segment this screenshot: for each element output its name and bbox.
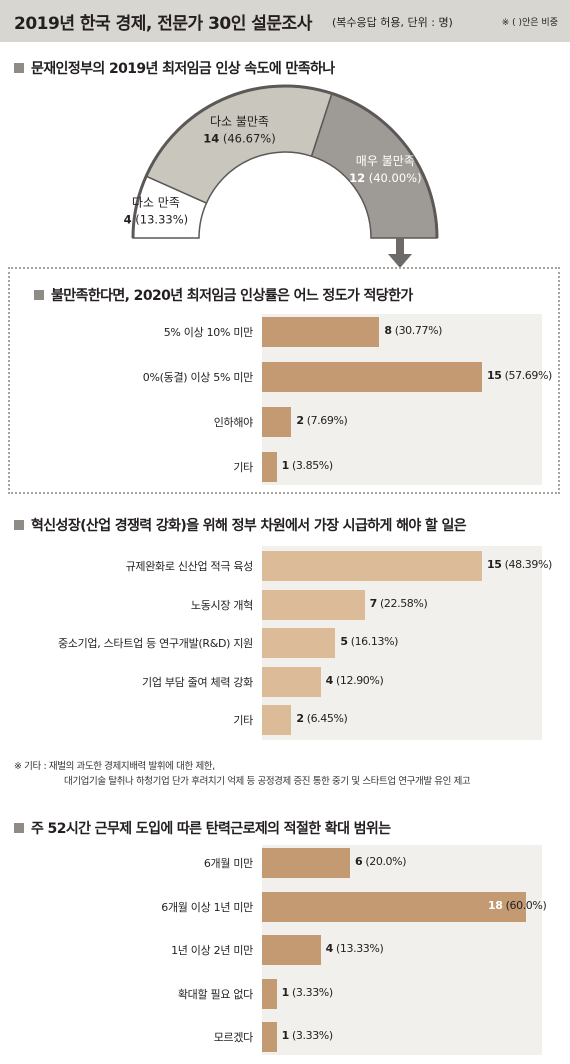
donut-outer-rim (131, 84, 439, 239)
category-label: 노동시장 개혁 (190, 598, 253, 612)
donut-category-label: 매우 불만족 (356, 154, 415, 168)
bar-value-label: 7 (22.58%) (369, 596, 428, 610)
bar (262, 551, 482, 581)
category-label: 기타 (233, 714, 253, 727)
bar (262, 1022, 277, 1052)
bar (262, 705, 292, 735)
bar (262, 317, 380, 347)
section-title-3: 혁신성장(산업 경쟁력 강화)을 위해 정부 차원에서 가장 시급하게 해야 할… (14, 515, 467, 535)
bar-value-label: 2 (6.45%) (296, 712, 348, 725)
bar (262, 362, 482, 392)
dotted-box (8, 267, 560, 494)
square-bullet-icon (34, 290, 44, 300)
bar-value-label: 2 (7.69%) (296, 414, 348, 427)
square-bullet-icon (14, 823, 24, 833)
half-donut-chart: 다소 만족 4 (13.33%) 다소 불만족 14 (46.67%) 매우 불만족 12… (124, 84, 439, 268)
bar (262, 452, 277, 482)
bar (262, 848, 350, 878)
category-label: 1년 이상 2년 미만 (171, 944, 253, 957)
category-label: 5% 이상 10% 미만 (163, 326, 254, 339)
section-title-1-text: 문재인정부의 2019년 최저임금 인상 속도에 만족하나 (31, 61, 335, 77)
bar-value-label: 1 (3.85%) (281, 459, 333, 472)
share-note: ※ ( )안은 비중 (501, 18, 558, 28)
section-title-3-text: 혁신성장(산업 경쟁력 강화)을 위해 정부 차원에서 가장 시급하게 해야 할… (31, 518, 467, 534)
category-label: 인하해야 (213, 416, 254, 429)
down-arrow-icon (388, 238, 412, 268)
bar (262, 978, 277, 1009)
square-bullet-icon (14, 520, 24, 530)
footnote-line-2: 대기업기술 탈취나 하청기업 단가 후려치기 억제 등 공정경제 증진 통한 중… (64, 776, 471, 787)
bar-value-label: 5 (16.13%) (340, 635, 399, 648)
donut-category-label: 다소 불만족 (210, 115, 269, 129)
bar-value-label: 1 (3.33%) (281, 1029, 333, 1042)
donut-value-label: 14 (46.67%) (203, 132, 276, 146)
section-title-4-text: 주 52시간 근무제 도입에 따른 탄력근로제의 적절한 확대 범위는 (31, 821, 391, 837)
donut-category-label: 다소 만족 (132, 196, 180, 210)
footnote-line-1: ※ 기타 : 재벌의 과도한 경제지배력 발휘에 대한 제한, (14, 761, 215, 772)
header-bar: 2019년 한국 경제, 전문가 30인 설문조사 (복수응답 허용, 단위 :… (0, 0, 570, 42)
donut-value-label: 4 (13.33%) (124, 213, 189, 227)
category-label: 확대할 필요 없다 (177, 987, 253, 1001)
bar-value-label: 4 (13.33%) (325, 942, 384, 955)
bar (262, 891, 526, 922)
category-label: 기타 (233, 461, 253, 474)
bar (262, 666, 321, 697)
bar (262, 628, 336, 658)
category-label: 모르겠다 (213, 1031, 254, 1044)
donut-value-label: 12 (40.00%) (349, 171, 422, 185)
category-label: 중소기업, 스타트업 등 연구개발(R&D) 지원 (57, 637, 253, 650)
bar-value-label: 6 (20.0%) (355, 855, 407, 868)
bar-value-label: 8 (30.77%) (384, 324, 443, 337)
section-title-2-text: 불만족한다면, 2020년 최저임금 인상률은 어느 정도가 적당한가 (51, 288, 413, 304)
section-title-1: 문재인정부의 2019년 최저임금 인상 속도에 만족하나 (14, 58, 335, 78)
bar (262, 935, 321, 965)
section-title-2: 불만족한다면, 2020년 최저임금 인상률은 어느 정도가 적당한가 (34, 285, 413, 305)
category-label: 기업 부담 줄여 체력 강화 (142, 675, 253, 689)
bar (262, 407, 292, 437)
bar-value-label: 1 (3.33%) (281, 985, 333, 999)
page-subtitle: (복수응답 허용, 단위 : 명) (332, 16, 453, 29)
category-label: 규제완화로 신산업 적극 육성 (125, 560, 254, 573)
bar (262, 589, 365, 620)
bar-value-label: 15 (57.69%) (487, 369, 552, 382)
bar-value-label: 18 (60.0%) (488, 898, 547, 912)
bar-value-label: 4 (12.90%) (325, 673, 384, 687)
bar-value-label: 15 (48.39%) (487, 558, 552, 571)
square-bullet-icon (14, 63, 24, 73)
category-label: 0%(동결) 이상 5% 미만 (142, 371, 254, 384)
section-title-4: 주 52시간 근무제 도입에 따른 탄력근로제의 적절한 확대 범위는 (14, 818, 391, 838)
page-title: 2019년 한국 경제, 전문가 30인 설문조사 (14, 14, 312, 34)
category-label: 6개월 이상 1년 미만 (161, 900, 253, 914)
category-label: 6개월 미만 (203, 857, 253, 870)
